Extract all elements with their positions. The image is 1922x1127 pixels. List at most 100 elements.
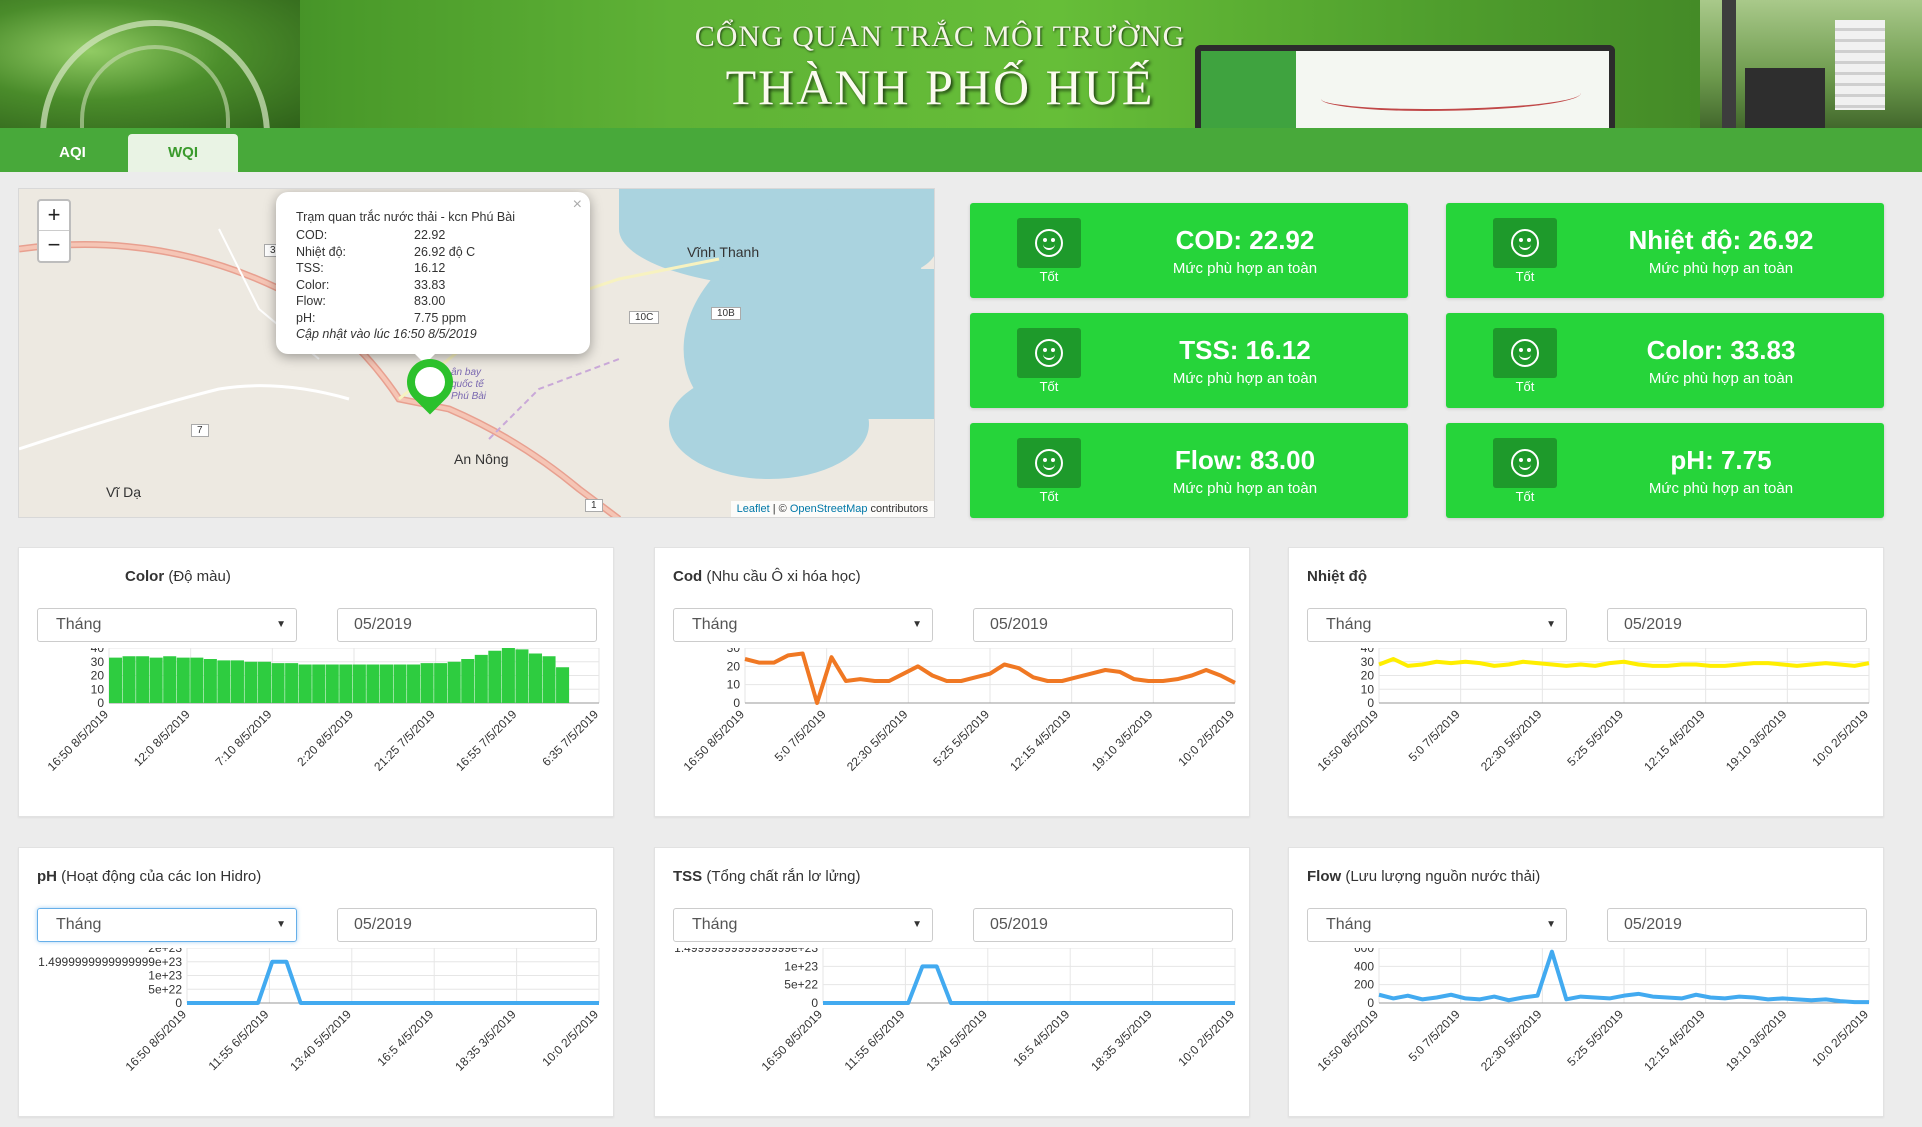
map-label-vi-da: Vĩ Dạ	[106, 484, 142, 500]
date-input[interactable]: 05/2019	[337, 908, 597, 942]
x-tick-label: 6:35 7/5/2019	[539, 707, 601, 769]
station-shield-decoration	[1835, 20, 1885, 110]
bar	[203, 659, 217, 703]
bar	[298, 664, 312, 703]
x-tick-label: 12:15 4/5/2019	[1007, 707, 1074, 774]
period-select-value: Tháng	[692, 616, 738, 633]
station-map[interactable]: Vĩnh Thanh An Nông Vĩ Dạ ân bay quốc tế …	[18, 188, 935, 518]
y-tick-label: 0	[1367, 696, 1374, 710]
y-tick-label: 10	[727, 678, 741, 692]
x-tick-label: 13:40 5/5/2019	[923, 1007, 990, 1074]
date-input[interactable]: 05/2019	[337, 608, 597, 642]
marker-inner	[408, 360, 452, 404]
popup-row: Nhiệt độ: 26.92 độ C	[296, 244, 570, 261]
status-icon-box	[1493, 218, 1557, 268]
x-tick-label: 10:0 2/5/2019	[1175, 1007, 1237, 1069]
bar	[461, 659, 475, 703]
x-tick-label: 13:40 5/5/2019	[287, 1007, 354, 1074]
bar	[149, 657, 163, 703]
close-icon[interactable]: ×	[572, 196, 582, 213]
x-tick-label: 22:30 5/5/2019	[1478, 1007, 1545, 1074]
series-line	[1378, 657, 1870, 668]
tab-aqi[interactable]: AQI	[59, 144, 86, 161]
tab-wqi[interactable]: WQI	[128, 134, 238, 172]
x-tick-label: 5:25 5/5/2019	[1564, 1007, 1626, 1069]
period-select-value: Tháng	[1326, 916, 1372, 933]
popup-key: Flow:	[296, 294, 326, 308]
y-tick-label: 40	[1361, 648, 1375, 655]
period-select[interactable]: Tháng ▼	[37, 908, 297, 942]
caret-down-icon: ▼	[912, 619, 922, 630]
panel-title: pH (Hoạt động của các Ion Hidro)	[37, 868, 261, 885]
bar	[176, 657, 190, 703]
x-tick-label: 16:5 4/5/2019	[1011, 1007, 1073, 1069]
panel-title-bold: Nhiệt độ	[1307, 568, 1367, 585]
x-tick-label: 5:25 5/5/2019	[930, 707, 992, 769]
caret-down-icon: ▼	[1546, 919, 1556, 930]
x-tick-label: 10:0 2/5/2019	[539, 1007, 601, 1069]
x-tick-label: 16:50 8/5/2019	[1315, 1007, 1382, 1074]
bar	[258, 661, 272, 703]
status-card-cod: Tốt COD: 22.92 Mức phù hợp an toàn	[970, 203, 1408, 298]
panel-title-bold: TSS	[673, 868, 703, 885]
x-tick-label: 11:55 6/5/2019	[842, 1007, 908, 1073]
status-description: Mức phù hợp an toàn	[1172, 260, 1318, 277]
x-tick-label: 22:30 5/5/2019	[844, 707, 911, 774]
bar	[488, 650, 502, 703]
map-attribution: Leaflet | © OpenStreetMap contributors	[730, 501, 934, 517]
panel-title-bold: Flow	[1307, 868, 1342, 885]
period-select-value: Tháng	[692, 916, 738, 933]
zoom-out-button[interactable]: −	[47, 232, 61, 257]
bar	[271, 663, 285, 703]
x-tick-label: 7:10 8/5/2019	[213, 707, 275, 769]
period-select[interactable]: Tháng ▼	[37, 608, 297, 642]
leaflet-link[interactable]: Leaflet	[736, 503, 770, 515]
lagoon-water	[669, 369, 869, 479]
x-tick-label: 12:15 4/5/2019	[1641, 707, 1708, 774]
bar	[366, 664, 380, 703]
date-input[interactable]: 05/2019	[1607, 908, 1867, 942]
period-select[interactable]: Tháng ▼	[673, 908, 933, 942]
date-input[interactable]: 05/2019	[973, 608, 1233, 642]
status-level: Tốt	[1515, 489, 1535, 504]
bar	[447, 661, 461, 703]
y-tick-label: 30	[1361, 655, 1375, 669]
x-tick-label: 16:50 8/5/2019	[123, 1007, 190, 1074]
x-tick-label: 19:10 3/5/2019	[1723, 707, 1790, 774]
status-level: Tốt	[1515, 379, 1535, 394]
osm-link[interactable]: OpenStreetMap	[789, 503, 868, 515]
y-tick-label: 30	[727, 648, 741, 655]
panel-title-bold: Color	[125, 568, 165, 585]
y-tick-label: 1.4999999999999999e+23	[674, 948, 818, 955]
series-line	[1378, 949, 1869, 1005]
period-select[interactable]: Tháng ▼	[1307, 608, 1567, 642]
chart-panel-tss: TSS (Tổng chất rắn lơ lửng) Tháng ▼ 05/20…	[654, 847, 1250, 1117]
panel-title-rest: (Nhu cầu Ô xi hóa học)	[702, 568, 861, 585]
bar	[136, 656, 150, 703]
smile-icon	[1035, 449, 1063, 477]
period-select-value: Tháng	[1326, 616, 1372, 633]
status-value: Flow: 83.00	[1174, 445, 1316, 475]
x-tick-label: 10:0 2/5/2019	[1809, 707, 1871, 769]
status-level: Tốt	[1515, 269, 1535, 284]
station-box-decoration	[1745, 68, 1825, 128]
x-tick-label: 16:50 8/5/2019	[681, 707, 748, 774]
y-tick-label: 10	[91, 682, 105, 696]
bar	[420, 663, 434, 703]
status-icon-box	[1493, 328, 1557, 378]
x-tick-label: 18:35 3/5/2019	[452, 1007, 519, 1074]
cod-chart: 0 10 20 30 16:50 8/5/2019 5:0 7/5/2019 22:30 5…	[681, 648, 1237, 774]
period-select[interactable]: Tháng ▼	[1307, 908, 1567, 942]
panel-title-rest: (Độ màu)	[164, 568, 231, 585]
bar	[163, 656, 177, 703]
caret-down-icon: ▼	[276, 619, 286, 630]
zoom-in-button[interactable]: +	[39, 201, 69, 231]
laptop-sidebar-decoration	[1201, 51, 1296, 128]
y-tick-label: 20	[1361, 669, 1375, 683]
date-input[interactable]: 05/2019	[973, 908, 1233, 942]
status-level: Tốt	[1039, 489, 1059, 504]
period-select[interactable]: Tháng ▼	[673, 608, 933, 642]
date-input[interactable]: 05/2019	[1607, 608, 1867, 642]
x-tick-label: 12:15 4/5/2019	[1641, 1007, 1708, 1074]
